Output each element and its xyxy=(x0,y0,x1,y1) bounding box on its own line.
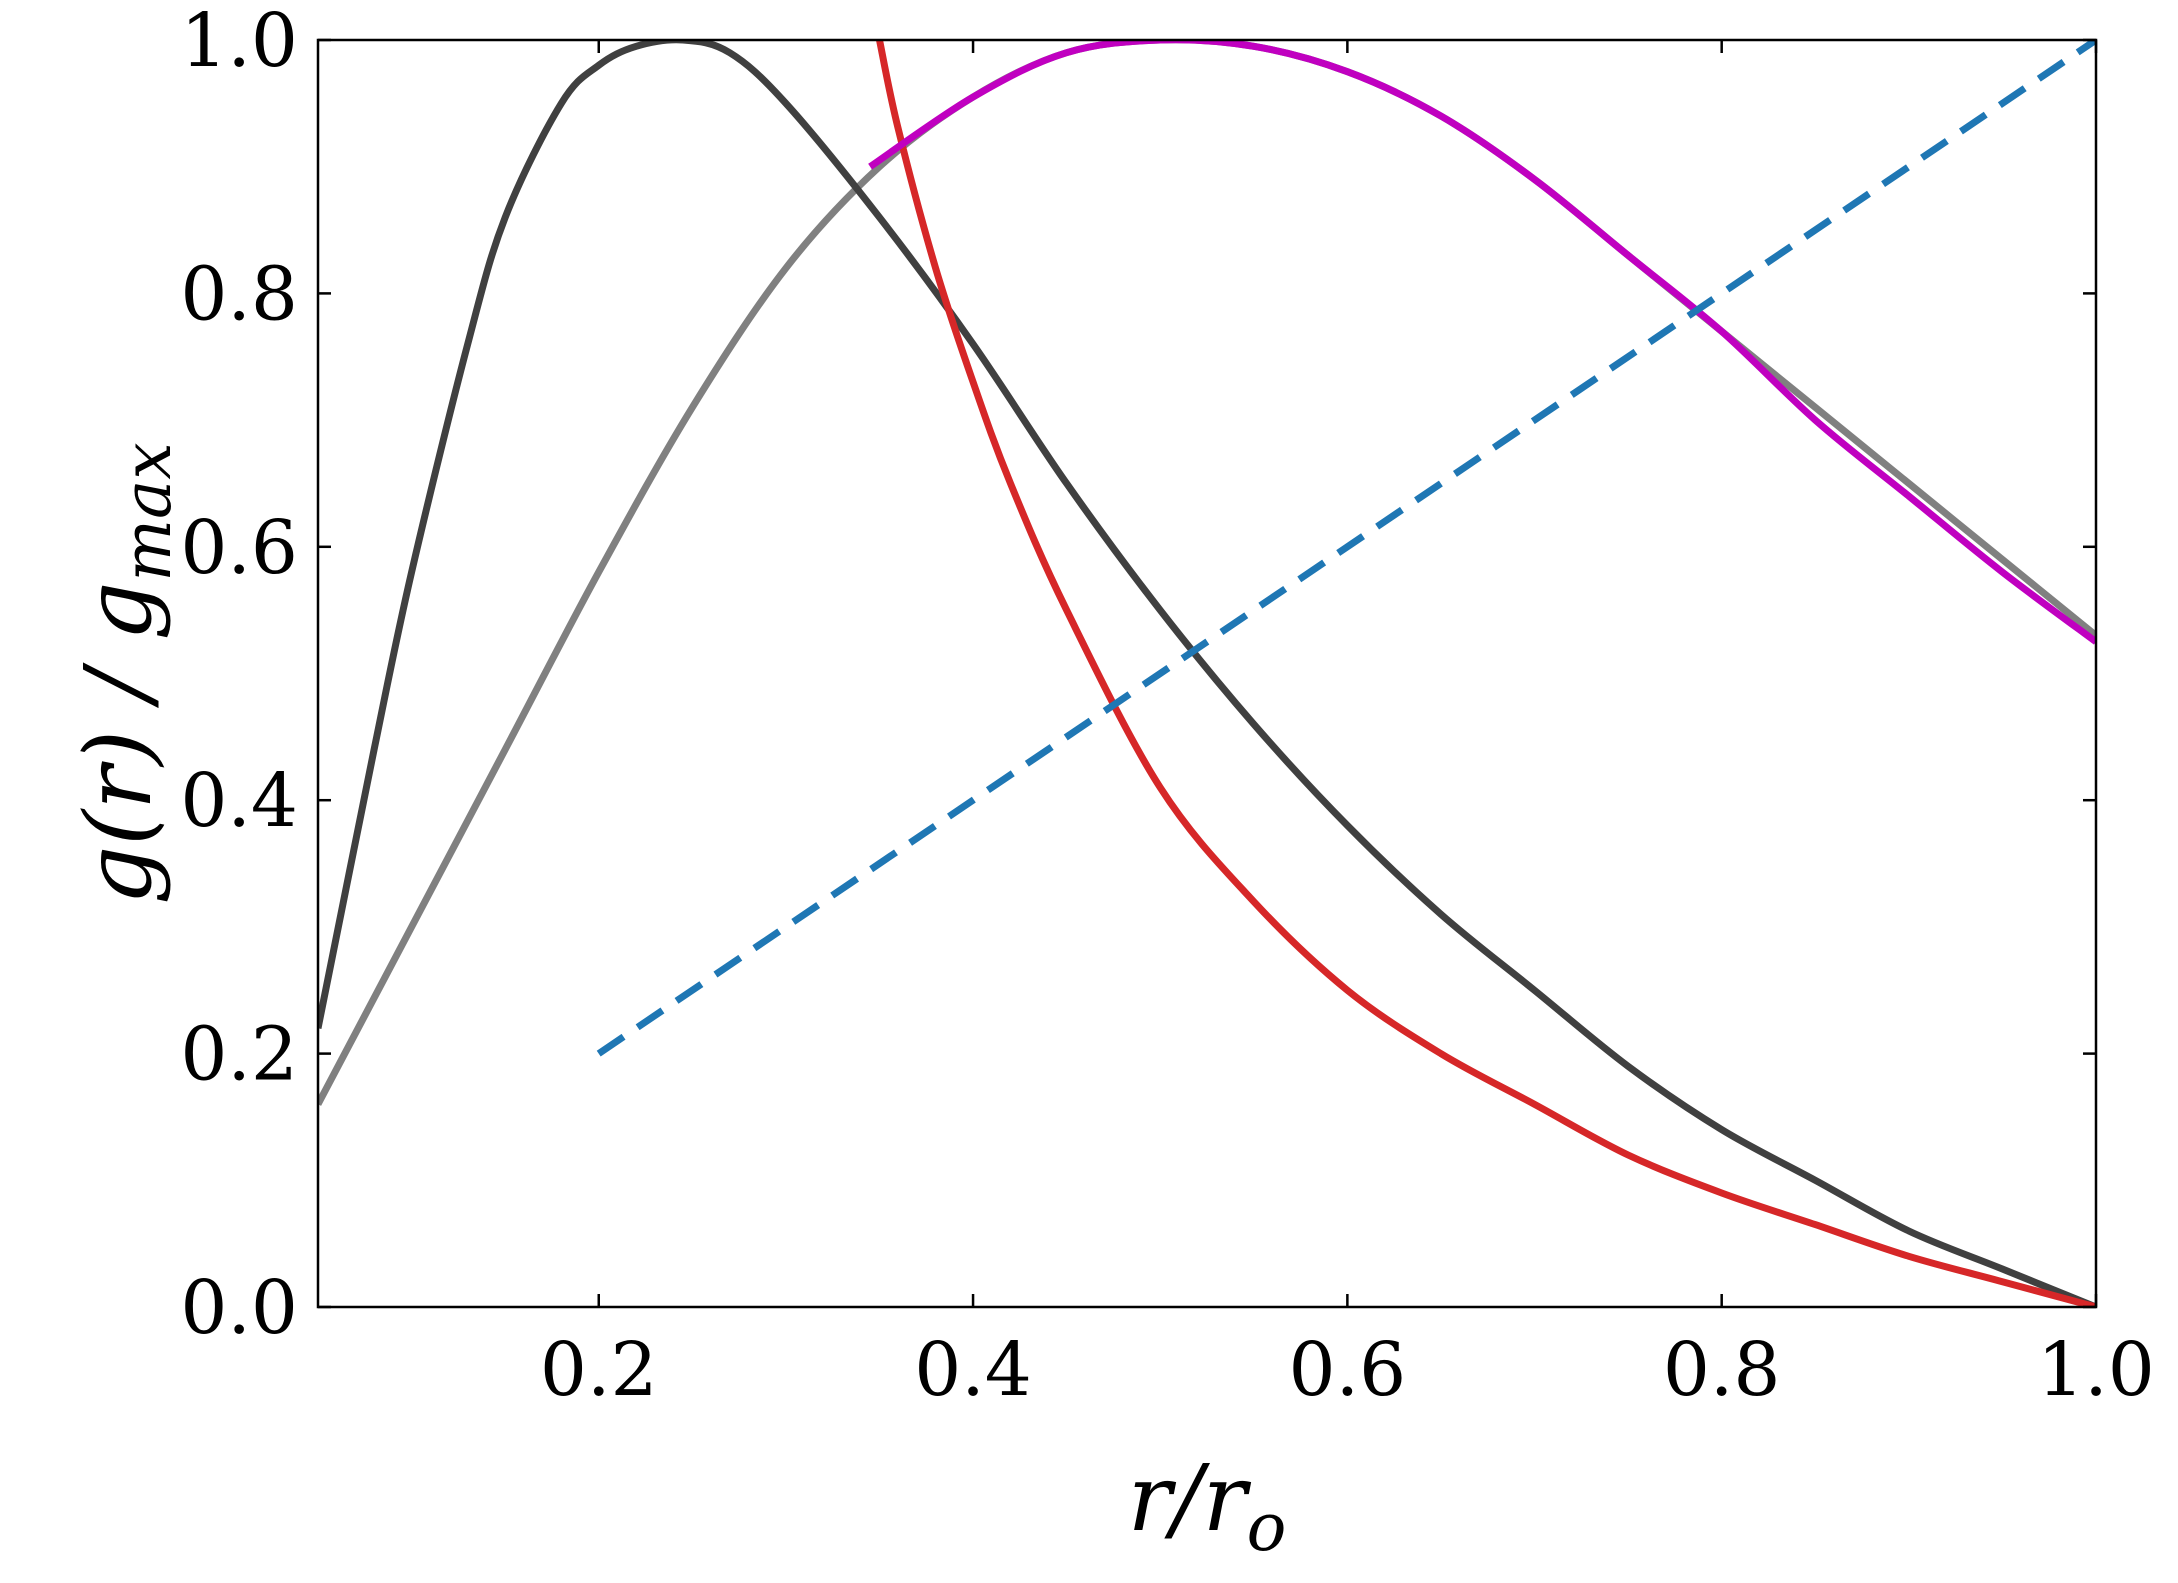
x-tick-label: 0.6 xyxy=(1289,1327,1407,1413)
y-tick-label: 0.6 xyxy=(180,505,298,591)
y-tick-label: 0.8 xyxy=(180,251,298,337)
y-tick-label: 0.0 xyxy=(180,1265,298,1351)
y-tick-label: 0.4 xyxy=(180,758,298,844)
series-line-4 xyxy=(868,40,2096,645)
x-tick-label: 0.2 xyxy=(540,1327,658,1413)
y-tick-label: 0.2 xyxy=(180,1012,298,1098)
series-line-2 xyxy=(318,40,2096,1307)
ticks-layer: 0.2 0.4 0.6 0.8 1.0 0.0 0.2 0.4 0.6 0.8 1.0 xyxy=(180,0,2155,1413)
x-axis-label: r/ro xyxy=(1128,1445,1287,1566)
x-tick-label: 1.0 xyxy=(2037,1327,2155,1413)
series-line-3 xyxy=(876,40,2096,1307)
x-tick-label: 0.4 xyxy=(914,1327,1032,1413)
plot-frame xyxy=(316,38,2098,1309)
series-line-1 xyxy=(318,40,2096,1106)
y-axis-label: g(r) / gmax xyxy=(65,442,186,904)
y-tick-label: 1.0 xyxy=(180,0,298,84)
series-layer xyxy=(318,40,2096,1307)
x-tick-label: 0.8 xyxy=(1663,1327,1781,1413)
series-line-5 xyxy=(596,40,2096,1057)
